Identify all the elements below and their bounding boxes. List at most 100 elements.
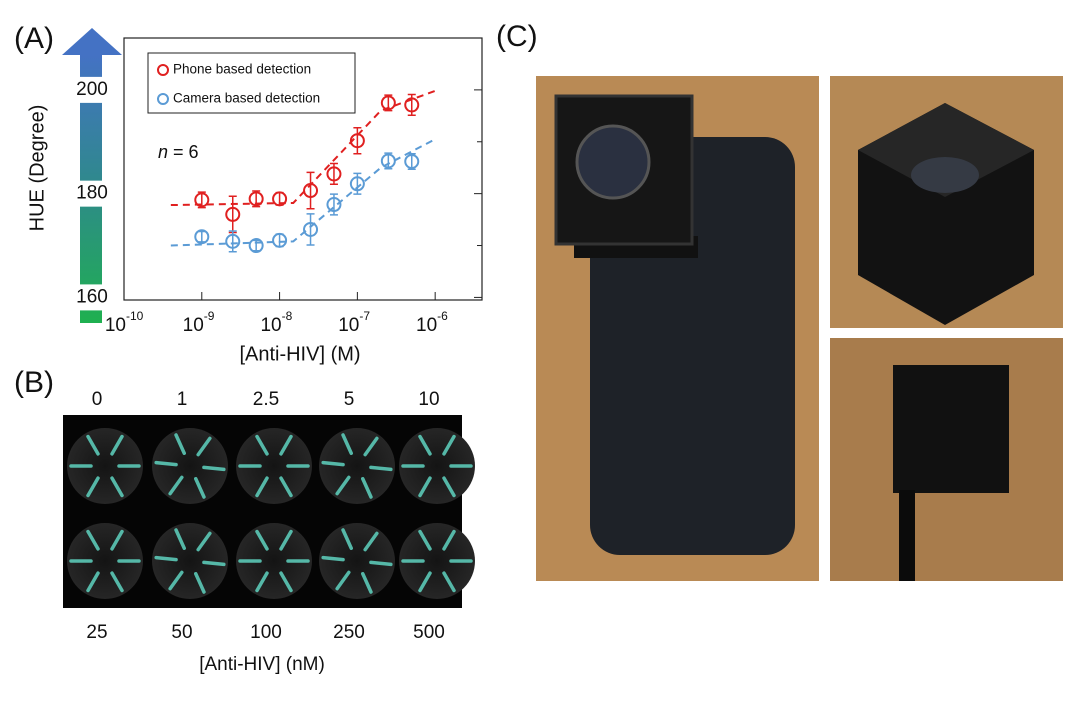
well-spoke bbox=[335, 475, 351, 496]
well bbox=[319, 523, 395, 599]
well-spoke bbox=[442, 476, 456, 498]
well-spoke bbox=[202, 560, 226, 567]
data-point bbox=[194, 192, 210, 208]
error-bar bbox=[407, 152, 416, 171]
well-spoke bbox=[110, 476, 124, 498]
well-spoke bbox=[279, 529, 293, 551]
plot-frame bbox=[123, 37, 483, 301]
y-tick-label-box bbox=[62, 76, 122, 103]
y-axis-label: HUE (Degree) bbox=[26, 105, 48, 232]
well bbox=[319, 428, 395, 504]
well bbox=[67, 523, 143, 599]
well-spoke bbox=[110, 529, 124, 551]
well-spoke bbox=[369, 560, 393, 567]
concentration-label: 2.5 bbox=[253, 389, 279, 410]
well-spoke bbox=[341, 433, 353, 455]
well-spoke bbox=[110, 434, 124, 456]
side-stick bbox=[899, 490, 915, 581]
legend-marker bbox=[157, 64, 169, 76]
well-spoke bbox=[110, 571, 124, 593]
well-spoke bbox=[86, 476, 100, 498]
well-spoke bbox=[321, 555, 345, 562]
x-tick-label: 10 bbox=[260, 315, 281, 336]
y-tick-label: 180 bbox=[76, 183, 108, 204]
panel-label: (B) bbox=[14, 366, 54, 399]
data-point bbox=[225, 206, 241, 222]
well-spoke bbox=[418, 476, 432, 498]
data-point bbox=[326, 166, 342, 182]
x-tick-exponent: -8 bbox=[282, 309, 293, 323]
well-spoke bbox=[361, 477, 373, 499]
well-spoke bbox=[279, 571, 293, 593]
data-point bbox=[326, 197, 342, 213]
lens bbox=[575, 124, 651, 200]
data-point bbox=[272, 232, 288, 248]
data-point bbox=[225, 233, 241, 249]
well-spoke bbox=[321, 460, 345, 467]
well-spoke bbox=[442, 571, 456, 593]
concentration-label: 25 bbox=[86, 622, 107, 643]
error-bar bbox=[228, 195, 237, 234]
well-spoke bbox=[168, 570, 184, 591]
well-spoke bbox=[442, 434, 456, 456]
well-spoke bbox=[174, 433, 186, 455]
panel-label: (A) bbox=[14, 22, 54, 55]
x-tick-label: 10 bbox=[416, 315, 437, 336]
data-point bbox=[380, 95, 396, 111]
error-bar bbox=[384, 152, 393, 170]
well bbox=[399, 523, 475, 599]
well-spoke bbox=[369, 465, 393, 472]
error-bar bbox=[197, 191, 206, 209]
data-point bbox=[349, 176, 365, 192]
well-spoke bbox=[418, 434, 432, 456]
data-point bbox=[404, 153, 420, 169]
x-tick-exponent: -9 bbox=[204, 309, 215, 323]
well-spoke bbox=[363, 531, 379, 552]
well-spoke bbox=[363, 436, 379, 457]
well bbox=[152, 428, 228, 504]
error-bar bbox=[384, 94, 393, 112]
legend-label: Phone based detection bbox=[173, 62, 311, 77]
side-box bbox=[893, 365, 1009, 493]
y-tick-label-box bbox=[62, 180, 122, 207]
well-spoke bbox=[255, 434, 269, 456]
concentration-label: 1 bbox=[177, 389, 188, 410]
error-bar bbox=[275, 233, 284, 248]
well-spoke bbox=[194, 477, 206, 499]
well-spoke bbox=[279, 476, 293, 498]
well-spoke bbox=[154, 555, 178, 562]
well-spoke bbox=[442, 529, 456, 551]
x-tick-exponent: -10 bbox=[126, 309, 144, 323]
well-spoke bbox=[335, 570, 351, 591]
well-spoke bbox=[86, 571, 100, 593]
well bbox=[399, 428, 475, 504]
well-spoke bbox=[194, 572, 206, 594]
well bbox=[67, 428, 143, 504]
concentration-label: 10 bbox=[418, 389, 439, 410]
panel-b: (B) [Anti-HIV] (nM) 0 1 2.5 5 10 25 50 100 250 50… bbox=[14, 366, 475, 675]
well-spoke bbox=[154, 460, 178, 467]
x-tick-label: 10 bbox=[338, 315, 359, 336]
data-point bbox=[194, 229, 210, 245]
well-spoke bbox=[418, 529, 432, 551]
legend-label: Camera based detection bbox=[173, 91, 320, 106]
legend bbox=[147, 52, 356, 114]
y-tick-label: 200 bbox=[76, 79, 108, 100]
well bbox=[152, 523, 228, 599]
y-tick-label-box bbox=[62, 284, 122, 311]
x-axis-label: [Anti-HIV] (nM) bbox=[199, 654, 325, 675]
well-spoke bbox=[196, 436, 212, 457]
annotation-text: = 6 bbox=[168, 142, 199, 162]
legend-marker bbox=[157, 93, 169, 105]
well-spoke bbox=[86, 434, 100, 456]
data-point bbox=[303, 183, 319, 199]
concentration-label: 250 bbox=[333, 622, 365, 643]
x-tick-label: 10 bbox=[105, 315, 126, 336]
concentration-label: 500 bbox=[413, 622, 445, 643]
data-point bbox=[248, 191, 264, 207]
well bbox=[236, 428, 312, 504]
concentration-label: 0 bbox=[92, 389, 103, 410]
data-point bbox=[404, 97, 420, 113]
well-spoke bbox=[341, 528, 353, 550]
